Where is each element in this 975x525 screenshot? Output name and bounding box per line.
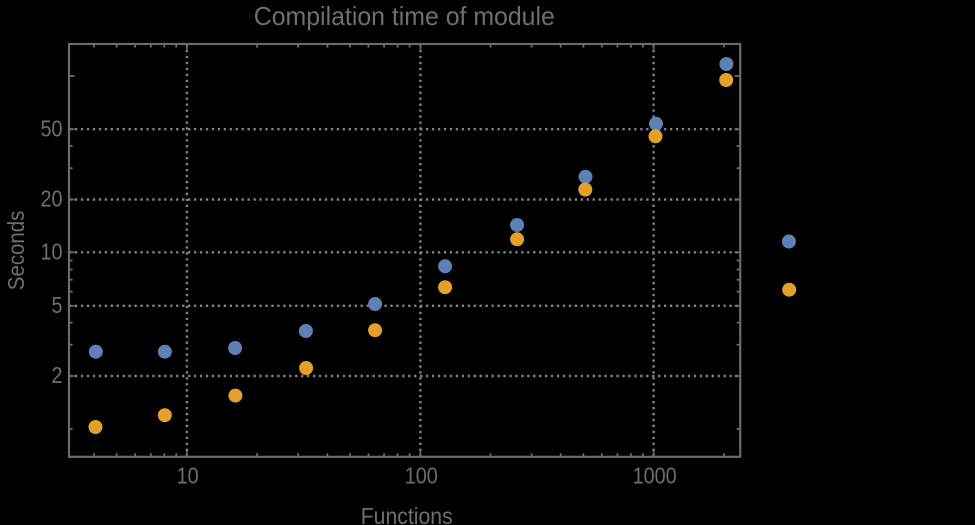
- svg-text:50: 50: [41, 115, 63, 141]
- svg-text:100: 100: [405, 463, 438, 489]
- svg-text:20: 20: [41, 186, 63, 212]
- svg-text:10: 10: [177, 463, 199, 489]
- svg-text:2: 2: [52, 362, 63, 388]
- svg-text:Compilation time of module: Compilation time of module: [254, 1, 555, 31]
- svg-text:Functions: Functions: [361, 503, 453, 525]
- svg-text:5: 5: [52, 292, 63, 318]
- svg-text:Seconds: Seconds: [3, 211, 29, 291]
- svg-text:10: 10: [41, 239, 63, 265]
- svg-text:1000: 1000: [633, 463, 677, 489]
